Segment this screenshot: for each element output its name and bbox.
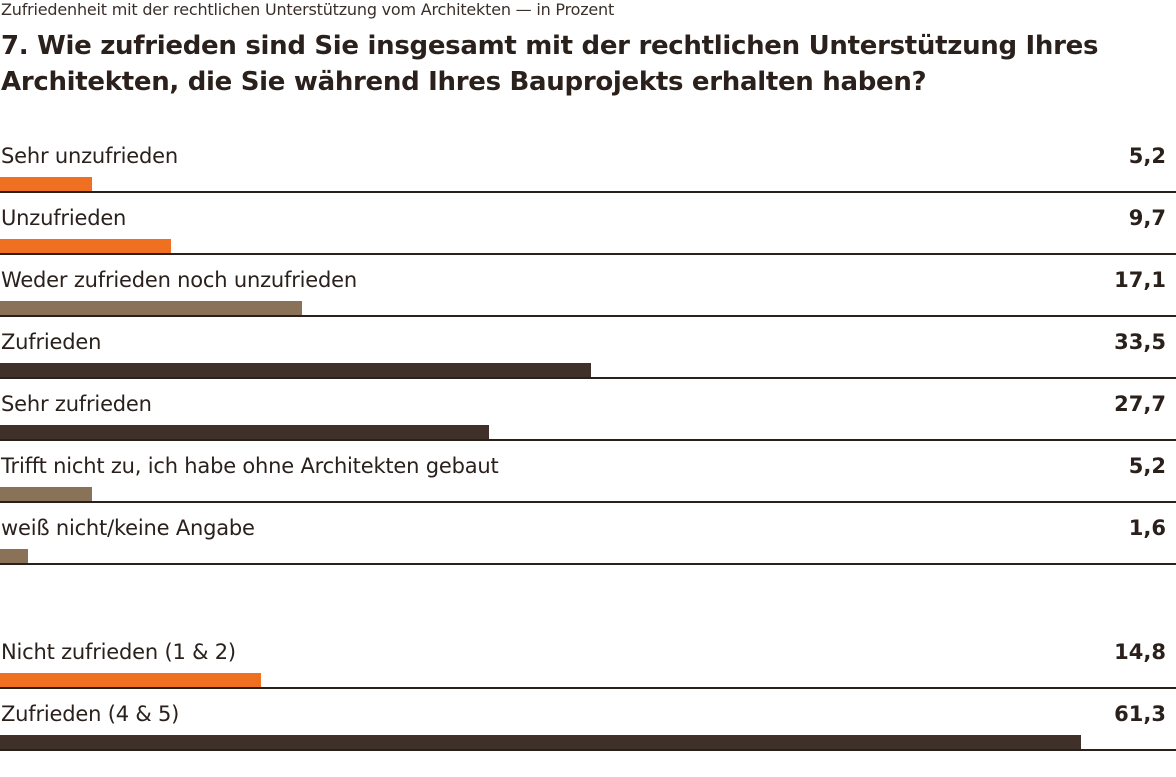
- data-label: 14,8: [1114, 640, 1166, 664]
- category-label: Weder zufrieden noch unzufrieden: [1, 268, 357, 292]
- bar-row: Sehr zufrieden 27,7: [0, 388, 1176, 450]
- row-divider: [0, 563, 1176, 565]
- bar-row: Trifft nicht zu, ich habe ohne Architekt…: [0, 450, 1176, 512]
- bar: [0, 177, 92, 191]
- bar: [0, 735, 1082, 749]
- bar-row: Nicht zufrieden (1 & 2) 14,8: [0, 636, 1176, 698]
- row-divider: [0, 749, 1176, 751]
- bar-row: weiß nicht/keine Angabe 1,6: [0, 512, 1176, 574]
- row-divider: [0, 377, 1176, 379]
- row-divider: [0, 501, 1176, 503]
- bar-row: Unzufrieden 9,7: [0, 202, 1176, 264]
- data-label: 27,7: [1114, 392, 1166, 416]
- row-divider: [0, 253, 1176, 255]
- data-label: 61,3: [1114, 702, 1166, 726]
- bar: [0, 425, 489, 439]
- bar: [0, 673, 262, 687]
- row-divider: [0, 315, 1176, 317]
- bar-row: Zufrieden 33,5: [0, 326, 1176, 388]
- category-label: Unzufrieden: [1, 206, 127, 230]
- bar-row: Zufrieden (4 & 5) 61,3: [0, 698, 1176, 760]
- data-label: 5,2: [1128, 144, 1166, 168]
- category-label: Zufrieden: [1, 330, 102, 354]
- bar: [0, 363, 591, 377]
- bar-row: Weder zufrieden noch unzufrieden 17,1: [0, 264, 1176, 326]
- data-label: 5,2: [1128, 454, 1166, 478]
- chart-subtitle: Zufriedenheit mit der rechtlichen Unters…: [1, 0, 615, 19]
- bar: [0, 549, 29, 563]
- category-label: Sehr zufrieden: [1, 392, 152, 416]
- category-label: Zufrieden (4 & 5): [1, 702, 180, 726]
- category-label: Nicht zufrieden (1 & 2): [1, 640, 236, 664]
- data-label: 1,6: [1128, 516, 1166, 540]
- bar-row: Sehr unzufrieden 5,2: [0, 140, 1176, 202]
- row-divider: [0, 191, 1176, 193]
- row-divider: [0, 687, 1176, 689]
- category-label: weiß nicht/keine Angabe: [1, 516, 255, 540]
- bar: [0, 239, 172, 253]
- bar: [0, 487, 92, 501]
- category-label: Sehr unzufrieden: [1, 144, 178, 168]
- data-label: 17,1: [1114, 268, 1166, 292]
- data-label: 33,5: [1114, 330, 1166, 354]
- chart-title: 7. Wie zufrieden sind Sie insgesamt mit …: [1, 31, 1099, 97]
- row-divider: [0, 439, 1176, 441]
- bar: [0, 301, 302, 315]
- data-label: 9,7: [1128, 206, 1166, 230]
- category-label: Trifft nicht zu, ich habe ohne Architekt…: [1, 454, 499, 478]
